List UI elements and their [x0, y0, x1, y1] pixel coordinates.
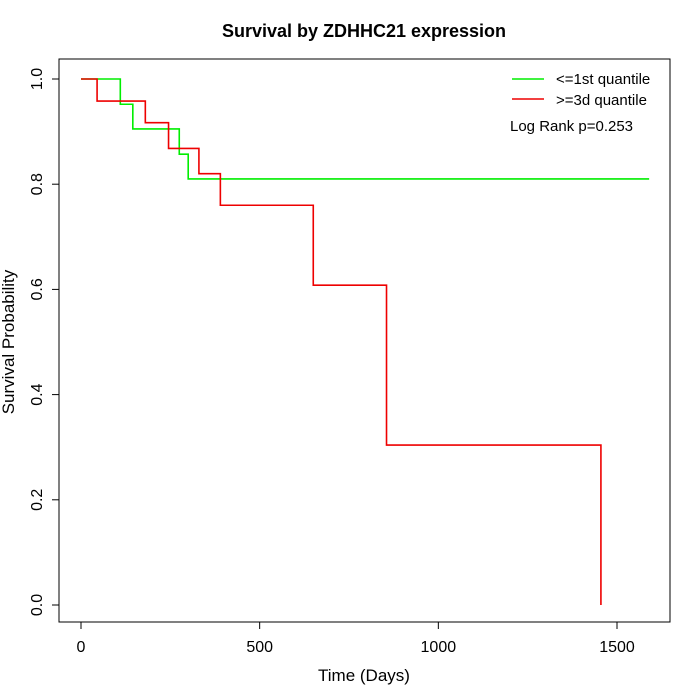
y-tick-label: 0.4 [29, 383, 46, 405]
y-tick-label: 0.8 [29, 173, 46, 195]
x-axis: 0 500 1000 1500 [77, 621, 635, 656]
series-layer [81, 78, 650, 605]
y-axis: 0.0 0.2 0.4 0.6 0.8 1.0 [29, 68, 60, 616]
x-tick-label: 1000 [421, 639, 457, 656]
y-tick-label: 0.6 [29, 278, 46, 300]
plot-frame [58, 58, 671, 623]
legend: <=1st quantile >=3d quantile [512, 71, 650, 109]
log-rank-annotation: Log Rank p=0.253 [510, 118, 633, 135]
series-line-1 [81, 78, 602, 605]
x-tick-label: 500 [246, 639, 273, 656]
y-tick-label: 1.0 [29, 68, 46, 90]
y-axis-label: Survival Probability [0, 269, 18, 414]
y-tick-label: 0.2 [29, 489, 46, 511]
x-tick-label: 0 [77, 639, 86, 656]
y-tick-label: 0.0 [29, 594, 46, 616]
legend-label-1: >=3d quantile [556, 92, 647, 109]
x-axis-label: Time (Days) [318, 666, 410, 685]
series-line-0 [81, 78, 650, 180]
chart-title: Survival by ZDHHC21 expression [222, 21, 506, 41]
x-tick-label: 1500 [599, 639, 635, 656]
legend-label-0: <=1st quantile [556, 71, 650, 88]
